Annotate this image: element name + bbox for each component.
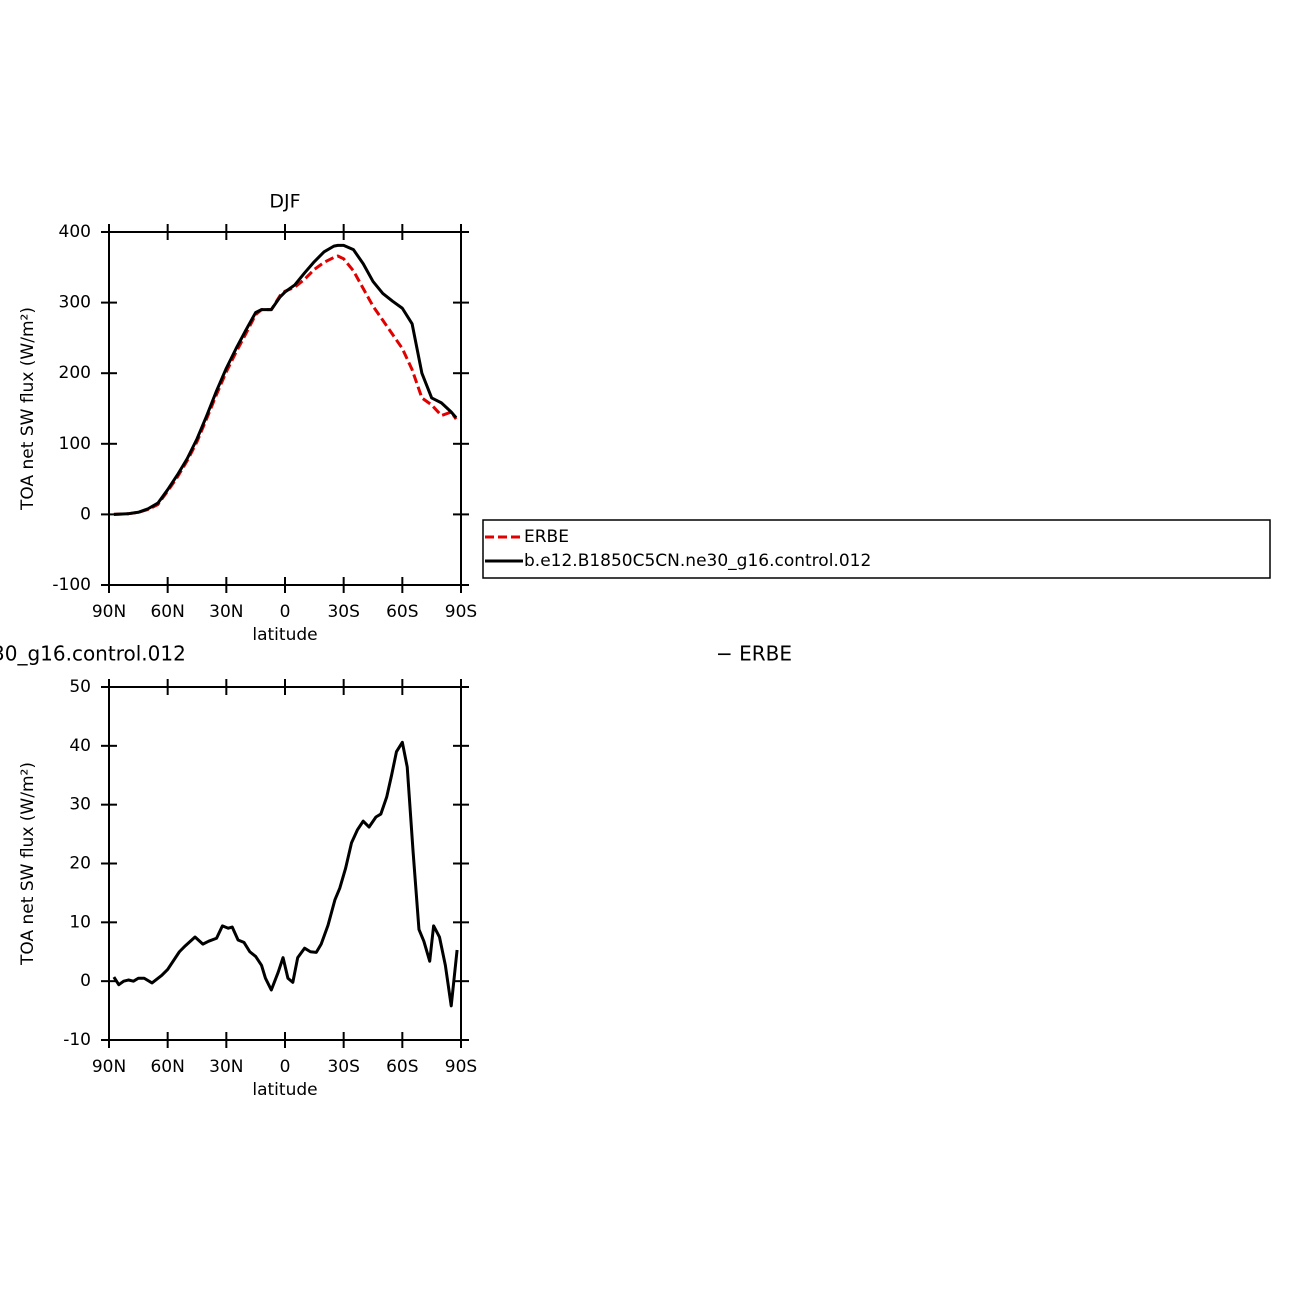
- x-axis-label: latitude: [252, 625, 317, 645]
- x-tick-label: 90S: [445, 1057, 477, 1077]
- y-axis-label: TOA net SW flux (W/m²): [18, 762, 38, 966]
- legend-label: b.e12.B1850C5CN.ne30_g16.control.012: [524, 551, 871, 571]
- x-tick-label: 90S: [445, 602, 477, 622]
- x-tick-label: 60N: [150, 1057, 184, 1077]
- data-line: [113, 254, 458, 516]
- data-line: [112, 740, 459, 1008]
- x-tick-label: 30S: [327, 602, 359, 622]
- x-tick-label: 0: [280, 1057, 291, 1077]
- x-tick-label: 60S: [386, 1057, 418, 1077]
- y-tick-label: 0: [80, 971, 91, 991]
- legend-label: ERBE: [524, 527, 569, 547]
- y-tick-label: 100: [59, 434, 91, 454]
- y-tick-label: 40: [69, 736, 91, 756]
- y-tick-label: 50: [69, 677, 91, 697]
- y-tick-label: 400: [59, 222, 91, 242]
- x-tick-label: 90N: [92, 1057, 126, 1077]
- x-tick-label: 0: [280, 602, 291, 622]
- chart-title: DJF: [269, 191, 300, 213]
- legend-box: [482, 519, 1271, 579]
- x-tick-label: 60N: [150, 602, 184, 622]
- y-tick-label: 0: [80, 504, 91, 524]
- left-string: 30_g16.control.012: [0, 642, 186, 666]
- y-tick-label: -100: [52, 575, 91, 595]
- x-axis-label: latitude: [252, 1080, 317, 1100]
- x-tick-label: 60S: [386, 602, 418, 622]
- y-tick-label: 20: [69, 854, 91, 874]
- x-tick-label: 30N: [209, 602, 243, 622]
- y-tick-label: 10: [69, 912, 91, 932]
- y-axis-label: TOA net SW flux (W/m²): [18, 307, 38, 511]
- plot-frame: [108, 231, 462, 586]
- y-tick-label: 300: [59, 293, 91, 313]
- y-tick-label: -10: [63, 1030, 91, 1050]
- x-tick-label: 30S: [327, 1057, 359, 1077]
- data-line: [113, 243, 458, 516]
- x-tick-label: 30N: [209, 1057, 243, 1077]
- plot-frame: [108, 686, 462, 1041]
- x-tick-label: 90N: [92, 602, 126, 622]
- y-tick-label: 30: [69, 795, 91, 815]
- right-string: − ERBE: [716, 642, 792, 666]
- y-tick-label: 200: [59, 363, 91, 383]
